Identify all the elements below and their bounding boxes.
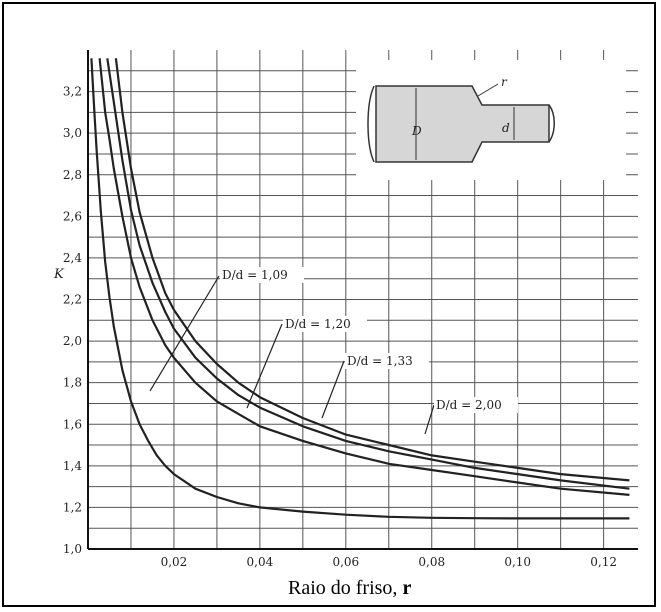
curve-label: D/d = 1,20 [285, 317, 351, 331]
curve-label-leader [149, 275, 220, 392]
curve-label-leader [321, 360, 345, 419]
y-tick-label: 1,2 [63, 500, 82, 514]
stepped-shaft-inset: r D d [356, 60, 626, 180]
y-tick-label: 2,6 [63, 209, 82, 223]
y-tick-label: 2,0 [63, 334, 82, 348]
curve-label-leader [424, 404, 435, 435]
x-tick-label: 0,02 [161, 555, 188, 569]
y-tick-label: 1,4 [63, 459, 82, 473]
curve-label-leader [246, 323, 283, 409]
y-tick-label: 2,4 [63, 251, 82, 265]
shaft-break-left [367, 85, 375, 163]
x-tick-label: 0,12 [590, 555, 617, 569]
y-axis-ticks: 1,0 1,2 1,4 1,6 1,8 2,0 2,2 2,4 2,6 2,8 3,0 3,2 [63, 85, 82, 556]
curve-label-bg [434, 397, 518, 413]
r-leader-line [477, 83, 499, 97]
curve-label: D/d = 1,09 [222, 268, 288, 282]
stress-concentration-chart: 1,0 1,2 1,4 1,6 1,8 2,0 2,2 2,4 2,6 2,8 3,0 3,2 0,0… [53, 50, 638, 599]
y-tick-label: 2,2 [63, 293, 82, 307]
x-tick-label: 0,10 [504, 555, 531, 569]
x-axis-ticks: 0,02 0,04 0,06 0,08 0,10 0,12 [161, 555, 617, 569]
shaft-break-right [548, 104, 555, 143]
curve-label-bg [345, 353, 429, 369]
curve-label-bg [283, 316, 367, 332]
y-tick-label: 2,8 [63, 168, 82, 182]
x-tick-label: 0,06 [332, 555, 359, 569]
curve-label: D/d = 2,00 [436, 398, 502, 412]
y-tick-label: 3,2 [63, 85, 82, 99]
x-tick-label: 0,08 [418, 555, 445, 569]
d-label: d [502, 121, 510, 135]
y-axis-label: K [53, 267, 65, 282]
axes [87, 50, 638, 550]
y-tick-label: 3,0 [63, 126, 82, 140]
curve-4 [114, 58, 630, 482]
y-tick-label: 1,8 [63, 376, 82, 390]
x-tick-label: 0,04 [247, 555, 274, 569]
D-label: D [411, 124, 422, 138]
y-tick-label: 1,6 [63, 417, 82, 431]
curve-1 [90, 58, 630, 520]
curves [90, 58, 630, 520]
y-tick-label: 1,0 [63, 542, 82, 556]
curve-3 [106, 58, 630, 490]
curve-label-bg [220, 267, 304, 283]
r-label: r [501, 75, 508, 89]
x-axis-label: Raio do friso, r [288, 577, 411, 599]
figure-frame: 1,0 1,2 1,4 1,6 1,8 2,0 2,2 2,4 2,6 2,8 3,0 3,2 0,0… [2, 2, 656, 607]
curve-2 [98, 58, 630, 496]
curve-label: D/d = 1,33 [347, 354, 413, 368]
curve-labels: D/d = 1,09 D/d = 1,20 D/d = 1,33 D/d = 2,00 [149, 267, 518, 435]
